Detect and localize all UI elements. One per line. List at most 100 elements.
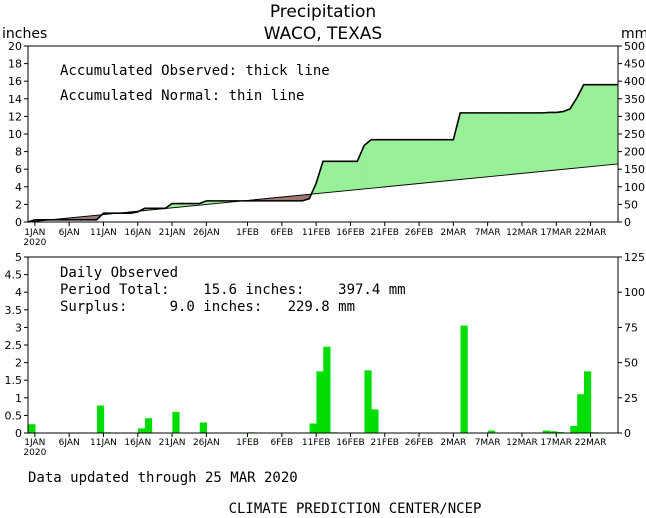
x-tick-label: 1FEB <box>236 228 259 238</box>
y2-tick-label: 300 <box>624 110 645 123</box>
x-tick-label: 22MAR <box>575 228 607 238</box>
daily-bar <box>460 325 468 433</box>
x-tick-label: 11JAN <box>90 228 117 238</box>
y-tick-label: 0.5 <box>5 409 23 422</box>
daily-bar <box>577 394 585 433</box>
daily-bar <box>199 422 208 433</box>
daily-bar <box>138 428 146 433</box>
y-tick-label: 2 <box>15 357 22 370</box>
x-tick-label: 7MAR <box>475 438 501 448</box>
legend-period-total: Period Total: 15.6 inches: 397.4 mm <box>60 282 406 298</box>
legend-surplus: Surplus: 9.0 inches: 229.8 mm <box>60 299 355 315</box>
x-tick-label: 26JAN <box>193 438 220 448</box>
y2-tick-label: 500 <box>624 40 645 53</box>
legend-observed-line: Accumulated Observed: thick line <box>60 63 330 79</box>
accumulated-panel: 0246810121416182005010015020025030035040… <box>8 40 645 248</box>
y2-tick-label: 0 <box>624 427 631 440</box>
x-tick-label: 7MAR <box>475 228 501 238</box>
daily-bar <box>549 431 557 433</box>
y2-tick-label: 400 <box>624 75 645 88</box>
daily-bar <box>144 418 153 433</box>
y-tick-label: 1.5 <box>5 374 23 387</box>
x-year-label: 2020 <box>23 238 46 248</box>
daily-bar <box>309 423 317 433</box>
y-tick-label: 0 <box>15 427 22 440</box>
y2-tick-label: 125 <box>624 251 645 264</box>
daily-bar <box>570 425 578 433</box>
daily-bar <box>371 409 379 433</box>
y-tick-label: 3 <box>15 321 22 334</box>
x-tick-label: 2MAR <box>440 438 466 448</box>
y2-tick-label: 450 <box>624 58 645 71</box>
daily-bar <box>556 431 564 433</box>
x-tick-label: 21JAN <box>159 438 186 448</box>
x-tick-label: 12MAR <box>506 438 538 448</box>
y2-tick-label: 150 <box>624 163 645 176</box>
data-updated-note: Data updated through 25 MAR 2020 <box>28 470 298 486</box>
y-tick-label: 10 <box>8 128 22 141</box>
chart-subtitle: WACO, TEXAS <box>264 24 382 44</box>
y-tick-label: 5 <box>15 251 22 264</box>
x-tick-label: 12MAR <box>506 228 538 238</box>
x-tick-label: 16JAN <box>124 438 151 448</box>
y-tick-label: 14 <box>8 93 22 106</box>
y-tick-label: 8 <box>15 146 22 159</box>
y-tick-label: 2 <box>15 198 22 211</box>
right-axis-label: mm <box>621 26 646 42</box>
surplus-area <box>27 84 619 223</box>
legend-daily-observed: Daily Observed <box>60 265 178 281</box>
x-tick-label: 6FEB <box>270 438 293 448</box>
x-tick-label: 16FEB <box>336 438 365 448</box>
daily-bar <box>542 430 551 433</box>
x-tick-label: 21FEB <box>370 228 399 238</box>
x-tick-label: 1FEB <box>236 438 259 448</box>
x-tick-label: 11FEB <box>302 228 331 238</box>
x-tick-label: 6JAN <box>59 228 80 238</box>
y-tick-label: 4.5 <box>5 269 23 282</box>
y-tick-label: 4 <box>15 286 22 299</box>
x-tick-label: 6JAN <box>59 438 80 448</box>
left-axis-label: inches <box>2 26 47 42</box>
accumulated-observed-line <box>27 83 618 223</box>
x-tick-label: 1JAN <box>24 228 45 238</box>
y-tick-label: 12 <box>8 110 22 123</box>
daily-bar <box>323 346 331 433</box>
x-tick-label: 17MAR <box>540 438 572 448</box>
y2-tick-label: 0 <box>624 216 631 229</box>
daily-bar <box>487 430 496 433</box>
y2-tick-label: 25 <box>624 392 638 405</box>
daily-bar <box>96 405 105 433</box>
chart-title: Precipitation <box>270 2 376 22</box>
y-tick-label: 1 <box>15 392 22 405</box>
y2-tick-label: 50 <box>624 198 638 211</box>
y2-tick-label: 75 <box>624 321 638 334</box>
y2-tick-label: 250 <box>624 128 645 141</box>
y-tick-label: 3.5 <box>5 304 23 317</box>
x-tick-label: 2MAR <box>440 228 466 238</box>
y-tick-label: 6 <box>15 163 22 176</box>
x-tick-label: 11FEB <box>302 438 331 448</box>
x-tick-label: 16FEB <box>336 228 365 238</box>
legend-normal-line: Accumulated Normal: thin line <box>60 88 304 104</box>
x-tick-label: 26JAN <box>193 228 220 238</box>
daily-bar <box>584 371 592 433</box>
x-tick-label: 16JAN <box>124 228 151 238</box>
y-tick-label: 16 <box>8 75 22 88</box>
y-tick-label: 2.5 <box>5 339 23 352</box>
x-tick-label: 6FEB <box>270 228 293 238</box>
y-tick-label: 0 <box>15 216 22 229</box>
daily-bar <box>172 411 180 433</box>
x-year-label: 2020 <box>23 448 46 458</box>
y-tick-label: 4 <box>15 181 22 194</box>
daily-bar <box>364 370 372 433</box>
x-tick-label: 17MAR <box>540 228 572 238</box>
x-tick-label: 11JAN <box>90 438 117 448</box>
y2-tick-label: 200 <box>624 146 645 159</box>
x-tick-label: 26FEB <box>405 438 434 448</box>
y2-tick-label: 50 <box>624 357 638 370</box>
x-tick-label: 26FEB <box>405 228 434 238</box>
daily-bar <box>28 424 36 433</box>
y2-tick-label: 350 <box>624 93 645 106</box>
